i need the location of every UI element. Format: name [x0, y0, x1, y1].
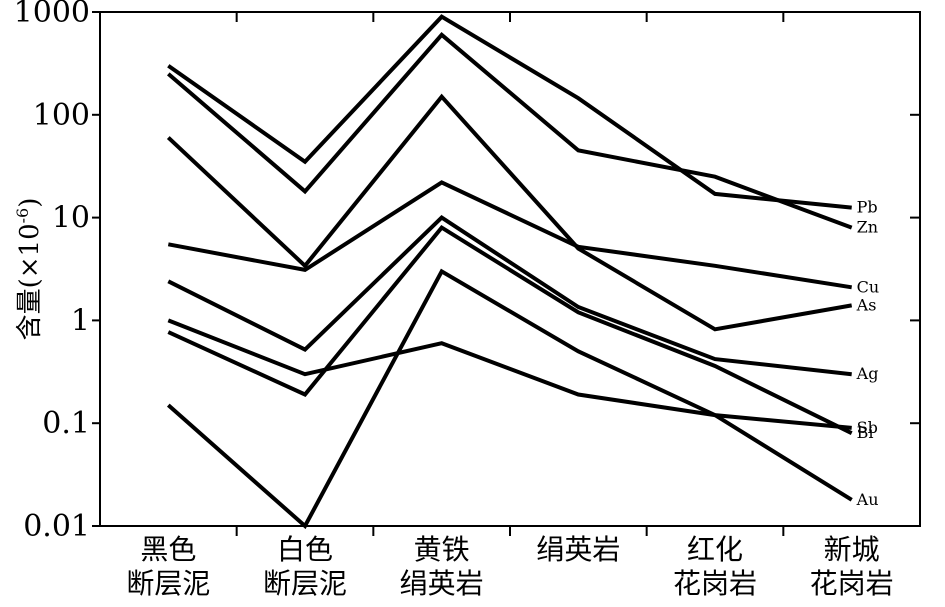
y-tick-label: 100 — [33, 98, 90, 133]
y-axis-title: 含量(×10-6) — [13, 198, 45, 341]
x-category-label: 花岗岩 — [673, 567, 757, 600]
series-line-pb — [167, 14, 852, 210]
x-category-label: 白色 — [277, 533, 333, 566]
y-axis: 0.01 0.1 1 10 100 1000 — [14, 0, 920, 544]
y-tick-label: 1 — [71, 303, 90, 338]
series-label-pb: Pb — [857, 198, 878, 217]
y-tick-label: 0.1 — [42, 406, 90, 441]
series-label-zn: Zn — [857, 218, 878, 237]
series-label-ag: Ag — [856, 364, 879, 383]
series-line-sb — [167, 318, 852, 430]
series-label-cu: Cu — [857, 277, 880, 296]
x-category-label: 断层泥 — [263, 567, 347, 600]
x-category-label: 黄铁 — [414, 533, 470, 566]
series-line-bi — [167, 224, 853, 435]
x-category-label: 断层泥 — [126, 567, 210, 600]
y-tick-label: 10 — [52, 201, 90, 236]
series-line-cu — [167, 180, 853, 290]
series-label-sb: Sb — [857, 418, 878, 437]
x-category-label: 黑色 — [140, 533, 196, 566]
y-tick-label: 1000 — [14, 0, 90, 30]
series-label-bi: Bi — [857, 423, 874, 442]
series-line-as — [166, 93, 853, 332]
y-tick-label: 0.01 — [23, 509, 90, 544]
series-line-au — [166, 268, 853, 530]
x-category-label: 红化 — [687, 533, 743, 566]
x-category-label: 绢英岩 — [400, 567, 484, 600]
series-line-zn — [166, 32, 853, 230]
series-label-au: Au — [856, 490, 879, 509]
x-category-label: 新城 — [824, 533, 880, 566]
series-line-ag — [167, 215, 852, 377]
x-category-label: 花岗岩 — [810, 567, 894, 600]
x-category-label: 绢英岩 — [536, 533, 620, 566]
series-lines — [166, 14, 853, 530]
series-label-as: As — [856, 295, 877, 314]
